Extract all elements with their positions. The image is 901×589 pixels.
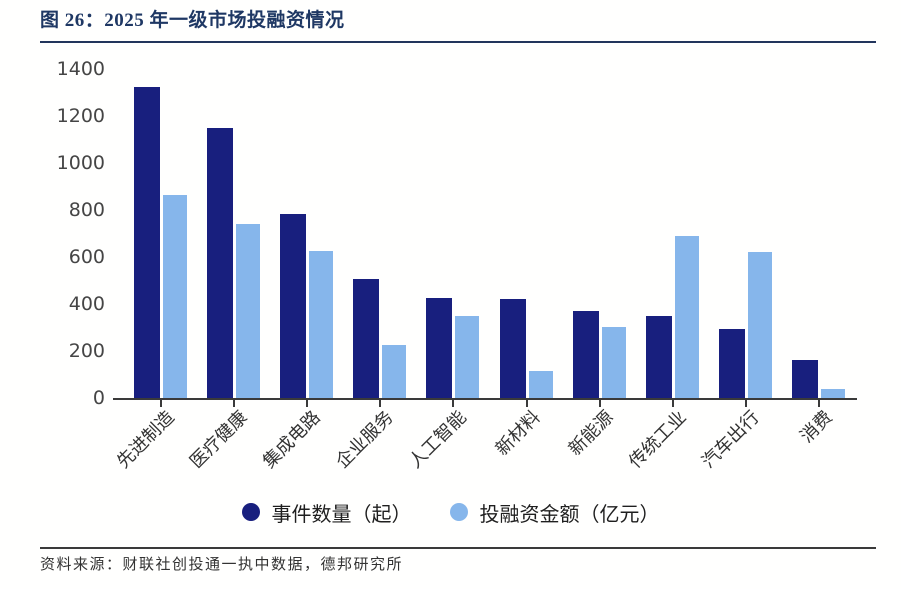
source-note: 资料来源：财联社创投通一执中数据，德邦研究所 <box>40 557 404 573</box>
x-axis-line <box>113 398 857 400</box>
plot-area <box>115 69 857 398</box>
legend-item: 事件数量（起） <box>241 498 412 527</box>
x-axis-tick <box>525 400 528 407</box>
x-axis-tick <box>159 400 162 407</box>
legend-dot-icon <box>449 503 468 521</box>
bar-events <box>426 298 453 398</box>
y-axis-tick-label: 800 <box>68 199 105 221</box>
x-axis-tick <box>818 400 821 407</box>
bar-amount <box>308 251 333 398</box>
x-axis-tick <box>598 400 601 407</box>
bar-events <box>499 299 526 398</box>
chart-legend: 事件数量（起） 投融资金额（亿元） <box>0 496 901 528</box>
legend-dot-icon <box>241 503 260 521</box>
x-axis-tick <box>305 400 308 407</box>
x-axis-tick <box>232 400 235 407</box>
bar-amount <box>455 316 480 398</box>
bar-events <box>133 87 160 398</box>
y-axis-tick-label: 1000 <box>56 152 105 174</box>
bar-events <box>645 316 672 398</box>
bar-events <box>572 311 599 398</box>
y-axis-tick-label: 200 <box>68 340 105 362</box>
bar-amount <box>674 236 699 398</box>
y-axis-tick-label: 600 <box>68 246 105 268</box>
y-axis: 0 200 400 600 800 1000 1200 1400 <box>30 0 105 420</box>
y-axis-tick-label: 0 <box>92 387 105 409</box>
x-axis-tick <box>379 400 382 407</box>
bar-events <box>353 279 380 398</box>
bar-amount <box>382 345 407 398</box>
footer-divider-line <box>40 547 876 549</box>
bar-events <box>719 329 746 398</box>
bar-amount <box>235 224 260 398</box>
legend-label: 投融资金额（亿元） <box>479 501 660 526</box>
x-axis-tick <box>671 400 674 407</box>
bar-amount <box>162 195 187 398</box>
bar-events <box>279 214 306 398</box>
x-axis-tick <box>745 400 748 407</box>
legend-item: 投融资金额（亿元） <box>449 498 660 527</box>
x-axis-label: 消费 <box>796 406 837 448</box>
bar-amount <box>528 371 553 398</box>
y-axis-tick-label: 400 <box>68 293 105 315</box>
bar-amount <box>748 252 773 398</box>
bar-events <box>792 360 819 398</box>
title-divider-line <box>40 41 876 43</box>
bar-amount <box>821 389 846 398</box>
bar-events <box>206 128 233 398</box>
legend-label: 事件数量（起） <box>271 501 412 526</box>
y-axis-tick-label: 1200 <box>56 105 105 127</box>
bar-amount <box>601 327 626 398</box>
y-axis-tick-label: 1400 <box>56 58 105 80</box>
x-axis-tick <box>452 400 455 407</box>
figure-title: 图 26：2025 年一级市场投融资情况 <box>40 10 345 31</box>
